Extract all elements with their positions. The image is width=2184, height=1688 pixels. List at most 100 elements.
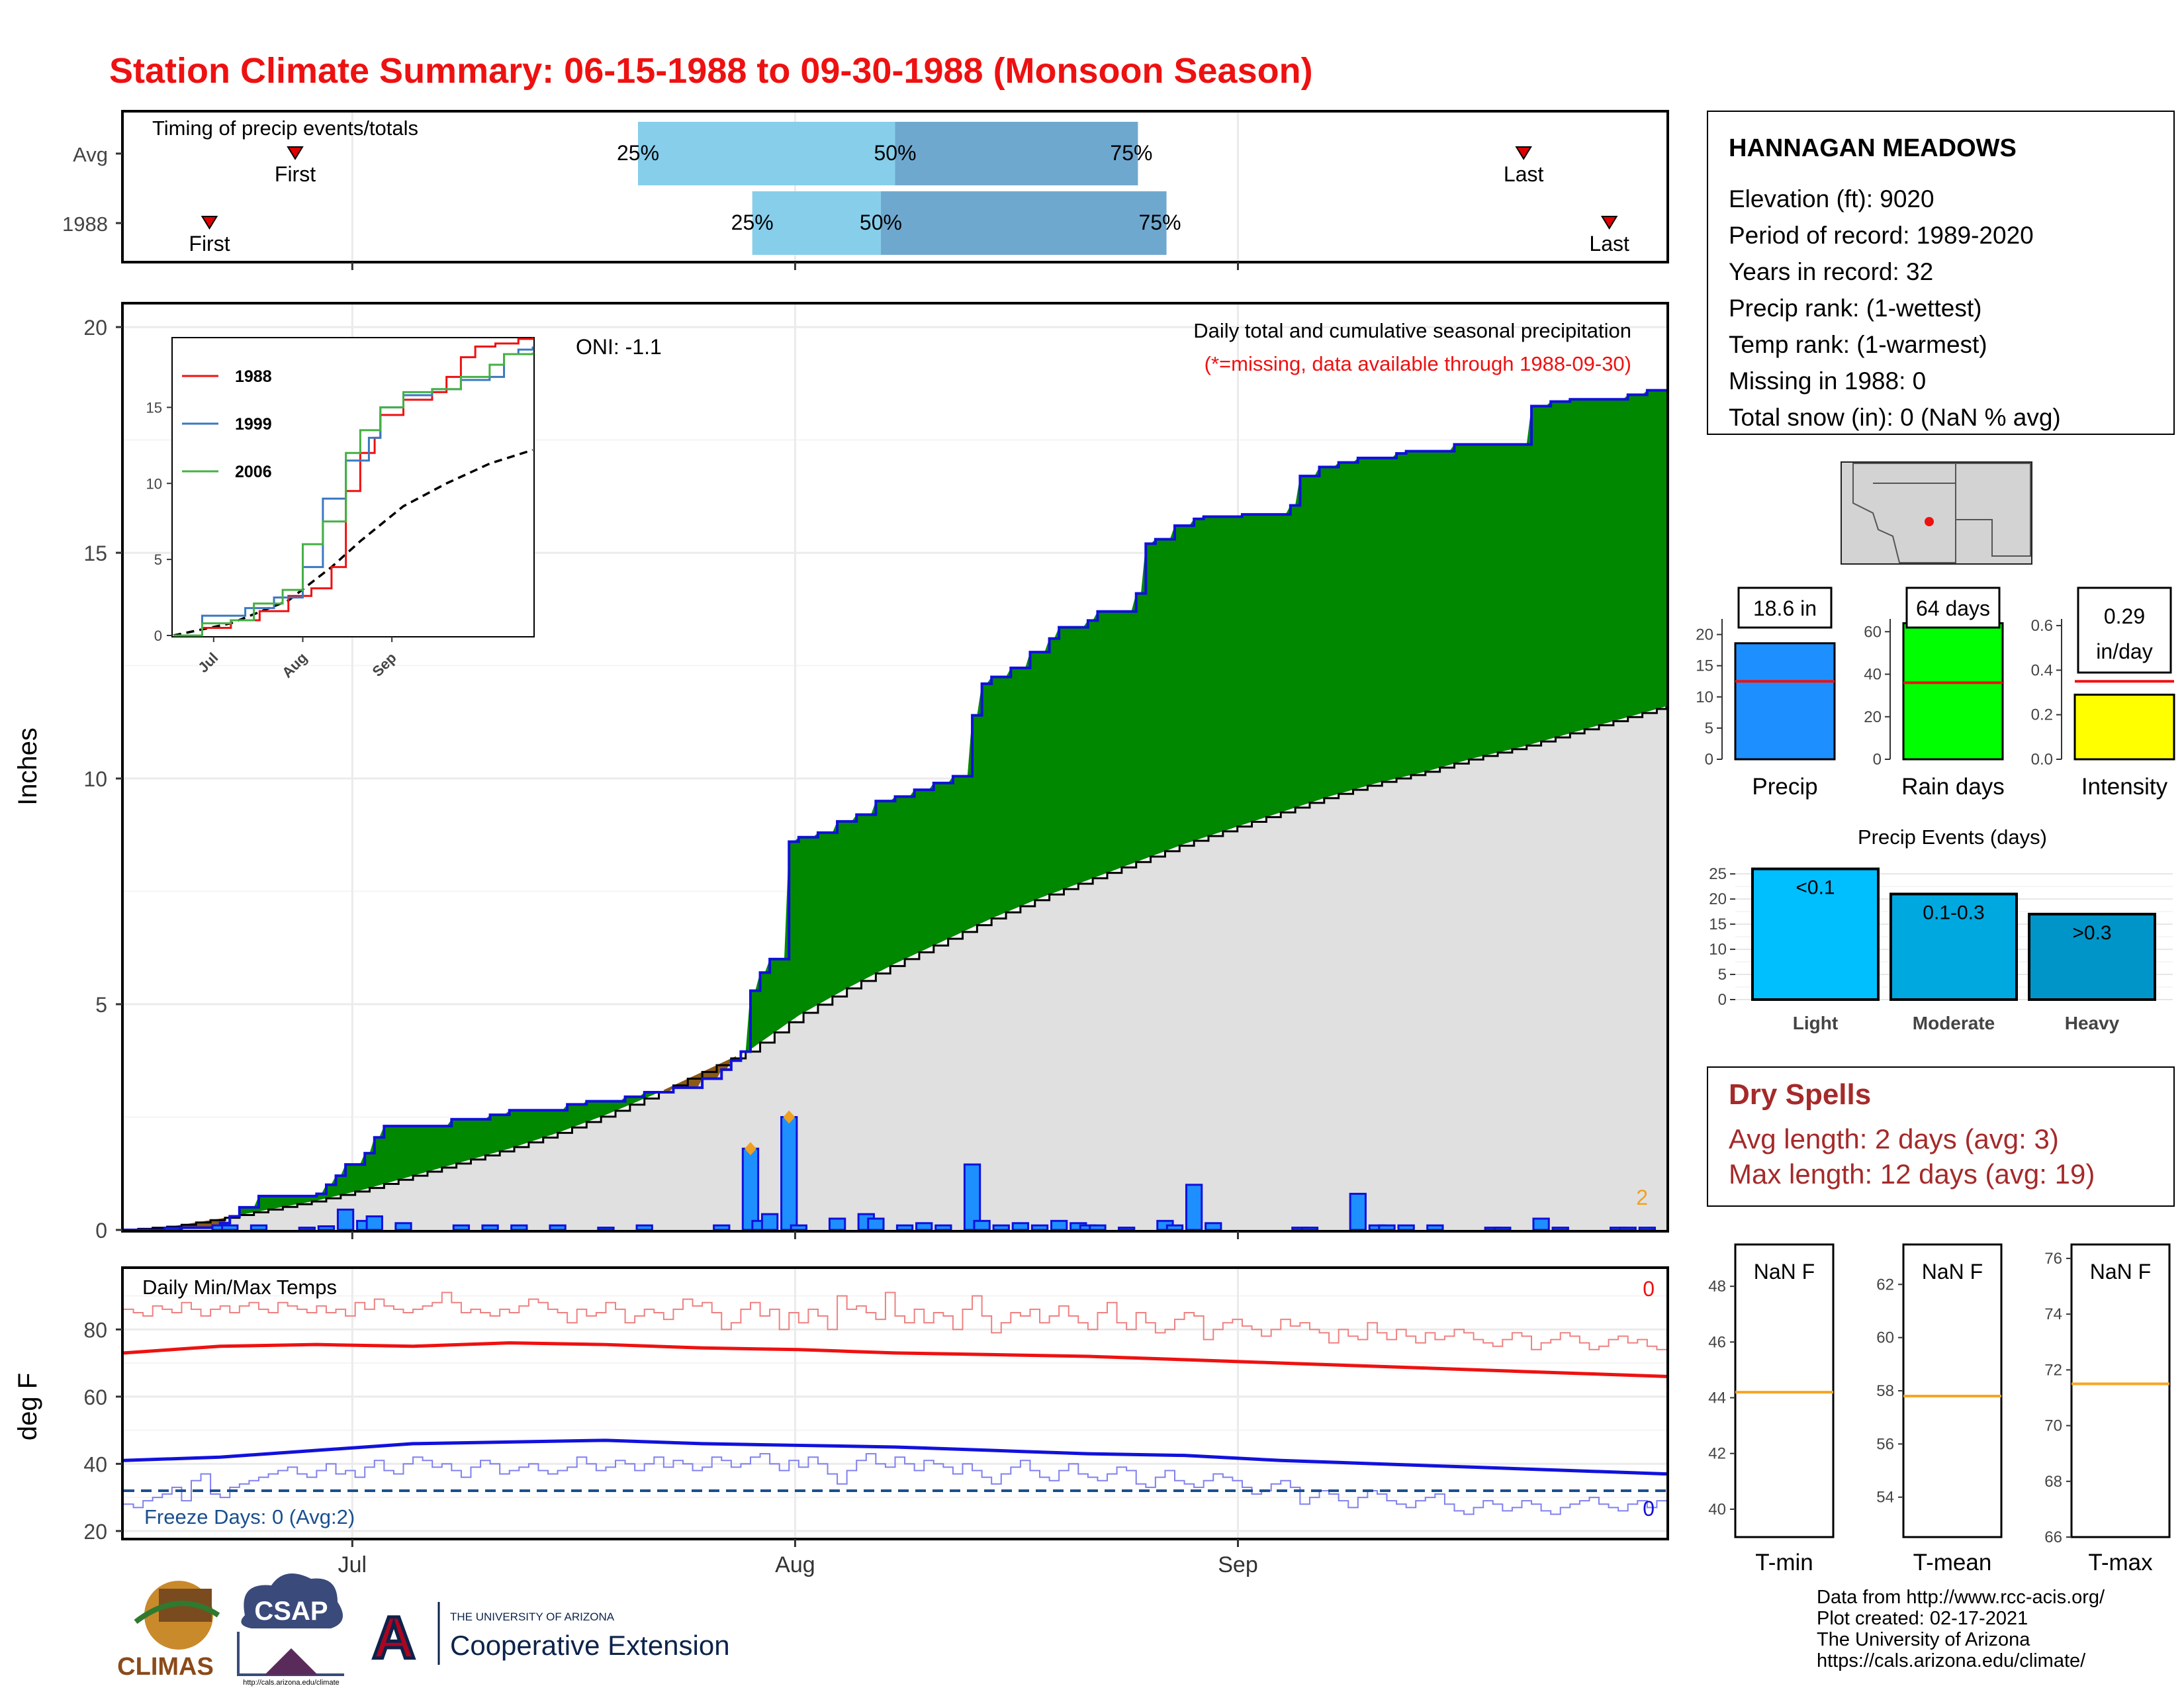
summary-bar-y-tick-label: 5 [1705,720,1713,737]
daily-precip-bar [973,1219,991,1231]
daily-precip-bar [221,1224,239,1231]
daily-precip-bar [1551,1227,1569,1231]
timing-p75-label: 75% [1139,211,1181,234]
daily-precip-bar [760,1213,779,1231]
daily-precip-bar [163,1227,181,1231]
daily-precip-bar [1619,1227,1637,1231]
summary-bar-category-label: Rain days [1901,774,2005,800]
temp-summary-y-tick-label: 48 [1708,1278,1726,1295]
summary-bar-y-tick-label: 0.6 [2031,617,2053,635]
summary-bar-y-tick-label: 10 [1696,688,1713,706]
daily-max-temp-line [124,1291,1666,1350]
timing-p25-label: 25% [731,211,774,234]
temp-summary-y-tick-label: 60 [1876,1329,1894,1347]
station-info-line: Precip rank: (1-wettest) [1729,295,1981,322]
summary-bar-category-label: Intensity [2081,774,2168,800]
locator-map [1841,461,2032,565]
climas-arc-icon [134,1601,220,1624]
events-y-tick-label: 25 [1709,865,1727,883]
timing-row-label: Avg [73,143,108,166]
events-category-label: Heavy [2065,1013,2120,1033]
above-average-area [239,1092,659,1215]
temp-summary-y-tick-label: 42 [1708,1445,1726,1463]
daily-precip-bar [1089,1224,1107,1231]
temp-summary-category-label: T-max [2088,1550,2153,1575]
min-temp-count: 0 [1643,1497,1655,1521]
daily-precip-bar [1397,1224,1415,1231]
precip-panel-frame [121,302,1669,1233]
precip-missing-note: (*=missing, data available through 1988-… [1205,352,1631,375]
cumulative-precip-1988-line [124,389,1666,1231]
events-bar-label: 0.1-0.3 [1923,902,1984,924]
daily-precip-bar [1185,1184,1203,1231]
timing-bar-25-50 [638,122,895,185]
month-tick-label: Jul [338,1552,367,1577]
inset-y-tick-label: 15 [146,399,162,416]
temp-summary-charts: 40 42 44 46 48 NaN F T-min 54 56 58 60 62 NaN F T-mea… [1708,1243,2171,1575]
daily-precip-bar [635,1224,653,1231]
precip-y-axis-label: Inches [13,727,42,806]
temp-y-tick-label: 40 [83,1452,107,1476]
daily-precip-bar [934,1224,952,1231]
temp-summary-y-tick-label: 58 [1876,1382,1894,1400]
first-event-marker-icon [287,146,304,160]
oni-label: ONI: -1.1 [576,335,662,359]
timing-bar-50-75 [895,122,1138,185]
timing-panel: Avg 25% 50% 75% First Last 1988 25% 50% 75% First L… [62,110,1669,263]
daily-precip-bar [828,1217,846,1231]
events-bar-0 [1751,867,1880,1002]
temp-y-axis-label: deg F [13,1373,42,1440]
daily-precip-bar [1205,1222,1222,1231]
events-y-tick-label: 0 [1718,991,1727,1009]
footer-credit-line: Data from http://www.rcc-acis.org/ [1817,1587,2105,1608]
events-bar-label: <0.1 [1796,877,1835,899]
daily-precip-bar [1426,1224,1444,1231]
daily-precip-bar [298,1227,316,1231]
average-cumulative-area [124,706,1666,1230]
temp-y-tick-label: 60 [83,1385,107,1409]
temp-summary-y-tick-label: 72 [2044,1361,2062,1379]
daily-precip-bar [1011,1222,1030,1231]
temp-summary-value-label: NaN F [1754,1260,1815,1284]
daily-precip-bar [713,1224,731,1231]
daily-precip-bar [1300,1227,1319,1231]
average-min-temp-line [123,1438,1667,1476]
temp-summary-y-tick-label: 54 [1876,1489,1894,1507]
temp-summary-frame [1734,1243,1835,1538]
temp-panel-frame [121,1266,1669,1540]
daily-precip-bar [1165,1224,1184,1231]
average-cumulative-line [124,706,1668,1231]
csap-text: CSAP [254,1597,328,1626]
events-category-label: Moderate [1913,1013,1995,1033]
footer: Data from http://www.rcc-acis.org/Plot c… [117,1573,2105,1687]
map-frame [1841,461,2032,565]
inset-series-line-2006 [173,352,534,637]
summary-bar-value-label: 64 days [1916,596,1990,620]
daily-precip-bar [1349,1192,1367,1231]
events-category-label: Light [1793,1013,1838,1033]
daily-precip-bar [549,1224,567,1231]
temp-summary-y-tick-label: 70 [2044,1417,2062,1435]
inset-y-tick-label: 5 [154,551,162,568]
summary-bar-value-label: 18.6 in [1753,596,1817,620]
precip-y-tick-label: 5 [95,993,107,1017]
temp-y-tick-label: 80 [83,1318,107,1342]
dry-spells-box: Dry Spells Avg length: 2 days (avg: 3) M… [1707,1066,2175,1207]
freeze-days-label: Freeze Days: 0 (Avg:2) [144,1505,355,1528]
daily-precip-bar [1050,1219,1068,1231]
summary-bar-y-tick-label: 0.2 [2031,706,2053,724]
precip-y-tick-label: 0 [95,1219,107,1243]
ua-small-text: THE UNIVERSITY OF ARIZONA [450,1611,615,1623]
daily-precip-bar [867,1217,885,1231]
month-axis: Jul Aug Sep [338,262,1258,1577]
temp-summary-frame [1902,1243,2003,1538]
map-state-borders [1852,463,2031,563]
station-info-line: Temp rank: (1-warmest) [1729,331,1987,358]
timing-row-label: 1988 [62,212,108,236]
precip-y-tick-label: 20 [83,316,107,340]
precip-subtitle: Daily total and cumulative seasonal prec… [1193,319,1631,342]
ua-big-text: Cooperative Extension [450,1630,730,1661]
summary-bar-y-tick-label: 0.0 [2031,751,2053,769]
